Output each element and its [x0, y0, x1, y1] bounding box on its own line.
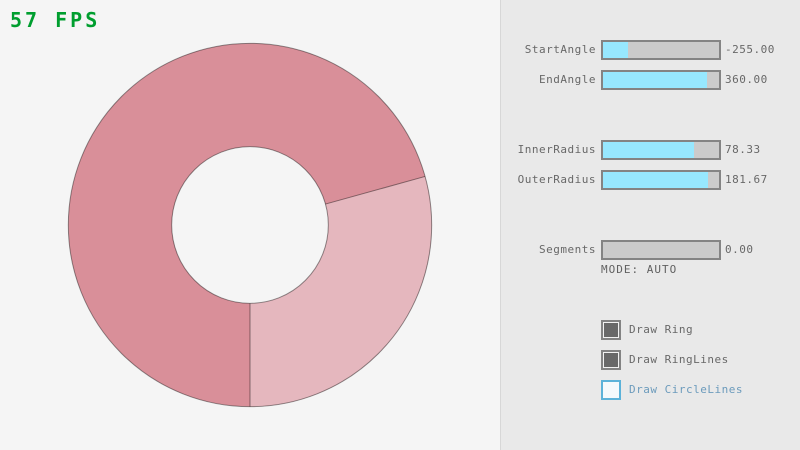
- segments-slider[interactable]: [601, 240, 721, 260]
- outerradius-slider-fill: [603, 172, 709, 188]
- startangle-label: StartAngle: [524, 43, 596, 56]
- outerradius-label: OuterRadius: [517, 173, 596, 186]
- innerradius-slider-fill: [603, 142, 694, 158]
- innerradius-value: 78.33: [725, 143, 761, 156]
- endangle-slider-fill: [603, 72, 708, 88]
- checkmark-square: [604, 353, 618, 367]
- outerradius-slider[interactable]: [601, 170, 721, 190]
- startangle-slider[interactable]: [601, 40, 721, 60]
- ring-canvas: [67, 42, 433, 408]
- segments-label: Segments: [539, 243, 596, 256]
- draw-ringlines-label: Draw RingLines: [629, 353, 729, 366]
- segments-value: 0.00: [725, 243, 754, 256]
- draw-ringlines-checkbox[interactable]: [601, 350, 621, 370]
- control-panel: StartAngle -255.00 EndAngle 360.00 Inner…: [500, 0, 800, 450]
- draw-ring-checkbox[interactable]: [601, 320, 621, 340]
- startangle-slider-fill: [603, 42, 629, 58]
- endangle-label: EndAngle: [539, 73, 596, 86]
- endangle-slider[interactable]: [601, 70, 721, 90]
- checkmark-square: [604, 323, 618, 337]
- draw-ring-label: Draw Ring: [629, 323, 694, 336]
- draw-circlelines-label: Draw CircleLines: [629, 383, 743, 396]
- segments-mode-text: MODE: AUTO: [601, 263, 678, 276]
- fps-counter: 57 FPS: [10, 8, 101, 32]
- innerradius-slider[interactable]: [601, 140, 721, 160]
- endangle-value: 360.00: [725, 73, 768, 86]
- draw-circlelines-checkbox[interactable]: [601, 380, 621, 400]
- innerradius-label: InnerRadius: [517, 143, 596, 156]
- outerradius-value: 181.67: [725, 173, 768, 186]
- startangle-value: -255.00: [725, 43, 775, 56]
